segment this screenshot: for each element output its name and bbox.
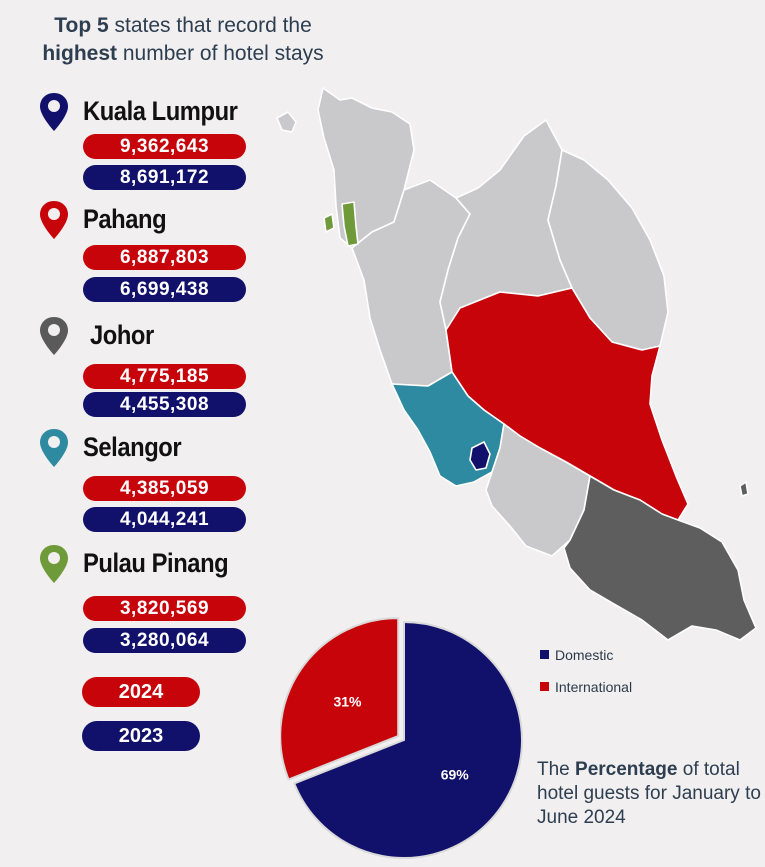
state-name: Pulau Pinang — [83, 548, 229, 578]
legend-label-domestic: Domestic — [555, 647, 614, 663]
value-2024-pill: 4,775,185 — [83, 364, 246, 389]
value-2023-pill: 4,455,308 — [83, 392, 246, 417]
title-text-1: states that record the — [108, 14, 312, 37]
pie-label-domestic: 69% — [441, 766, 470, 782]
caption-pre: The — [537, 759, 576, 780]
caption-post: of total hotel guests for January to Jun… — [537, 759, 761, 828]
pie-labels: 69% 31% — [333, 694, 469, 783]
infographic-title: Top 5 states that record the highest num… — [18, 12, 348, 68]
pie-chart: 69% 31% — [280, 617, 523, 859]
map-region-langkawi — [276, 111, 297, 133]
location-pin-icon — [40, 317, 68, 355]
pie-slice-international — [280, 617, 400, 781]
title-text-2: number of hotel stays — [117, 42, 324, 65]
state-name: Kuala Lumpur — [83, 96, 238, 126]
caption-bold: Percentage — [575, 759, 678, 780]
map-region-penang-island — [323, 213, 335, 233]
legend-international: International — [540, 679, 632, 695]
location-pin-icon — [40, 93, 68, 131]
map-region-negeri-sembilan — [485, 423, 591, 557]
state-block-selangor: Selangor 4,385,059 4,044,241 — [38, 428, 278, 532]
state-block-johor: Johor 4,775,185 4,455,308 — [38, 316, 278, 417]
map-region-kuala-lumpur — [469, 441, 491, 471]
legend-domestic: Domestic — [540, 647, 613, 663]
year-2023-legend: 2023 — [82, 721, 200, 751]
value-2024-pill: 4,385,059 — [83, 476, 246, 501]
state-name: Pahang — [83, 204, 167, 234]
value-2024-pill: 3,820,569 — [83, 596, 246, 621]
state-block-pulau-pinang: Pulau Pinang 3,820,569 3,280,064 — [38, 544, 278, 653]
value-2023-pill: 8,691,172 — [83, 165, 246, 190]
state-name: Selangor — [83, 432, 182, 462]
value-2023-pill: 4,044,241 — [83, 507, 246, 532]
year-2024-legend: 2024 — [82, 677, 200, 707]
value-2024-pill: 6,887,803 — [83, 245, 246, 270]
location-pin-icon — [40, 545, 68, 583]
pie-label-international: 31% — [333, 694, 362, 710]
location-pin-icon — [40, 429, 68, 467]
state-block-kuala-lumpur: Kuala Lumpur 9,362,643 8,691,172 — [38, 92, 278, 190]
location-pin-icon — [40, 201, 68, 239]
pie-caption: The Percentage of total hotel guests for… — [537, 758, 765, 830]
pie-slices — [280, 617, 523, 859]
state-name: Johor — [90, 320, 154, 350]
value-2024-pill: 9,362,643 — [83, 134, 246, 159]
peninsular-malaysia-map — [276, 87, 757, 641]
value-2023-pill: 6,699,438 — [83, 277, 246, 302]
pie-slice-domestic — [292, 620, 523, 859]
title-bold-2: highest — [42, 42, 118, 65]
title-bold-1: Top 5 — [54, 14, 109, 37]
map-region-johor — [563, 475, 757, 641]
value-2023-pill: 3,280,064 — [83, 628, 246, 653]
map-region-pulau-pinang — [341, 201, 359, 247]
legend-swatch-domestic — [540, 650, 549, 659]
map-region-tioman — [739, 481, 749, 497]
legend-label-international: International — [555, 679, 633, 695]
state-block-pahang: Pahang 6,887,803 6,699,438 — [38, 200, 278, 302]
legend-swatch-international — [540, 682, 549, 691]
